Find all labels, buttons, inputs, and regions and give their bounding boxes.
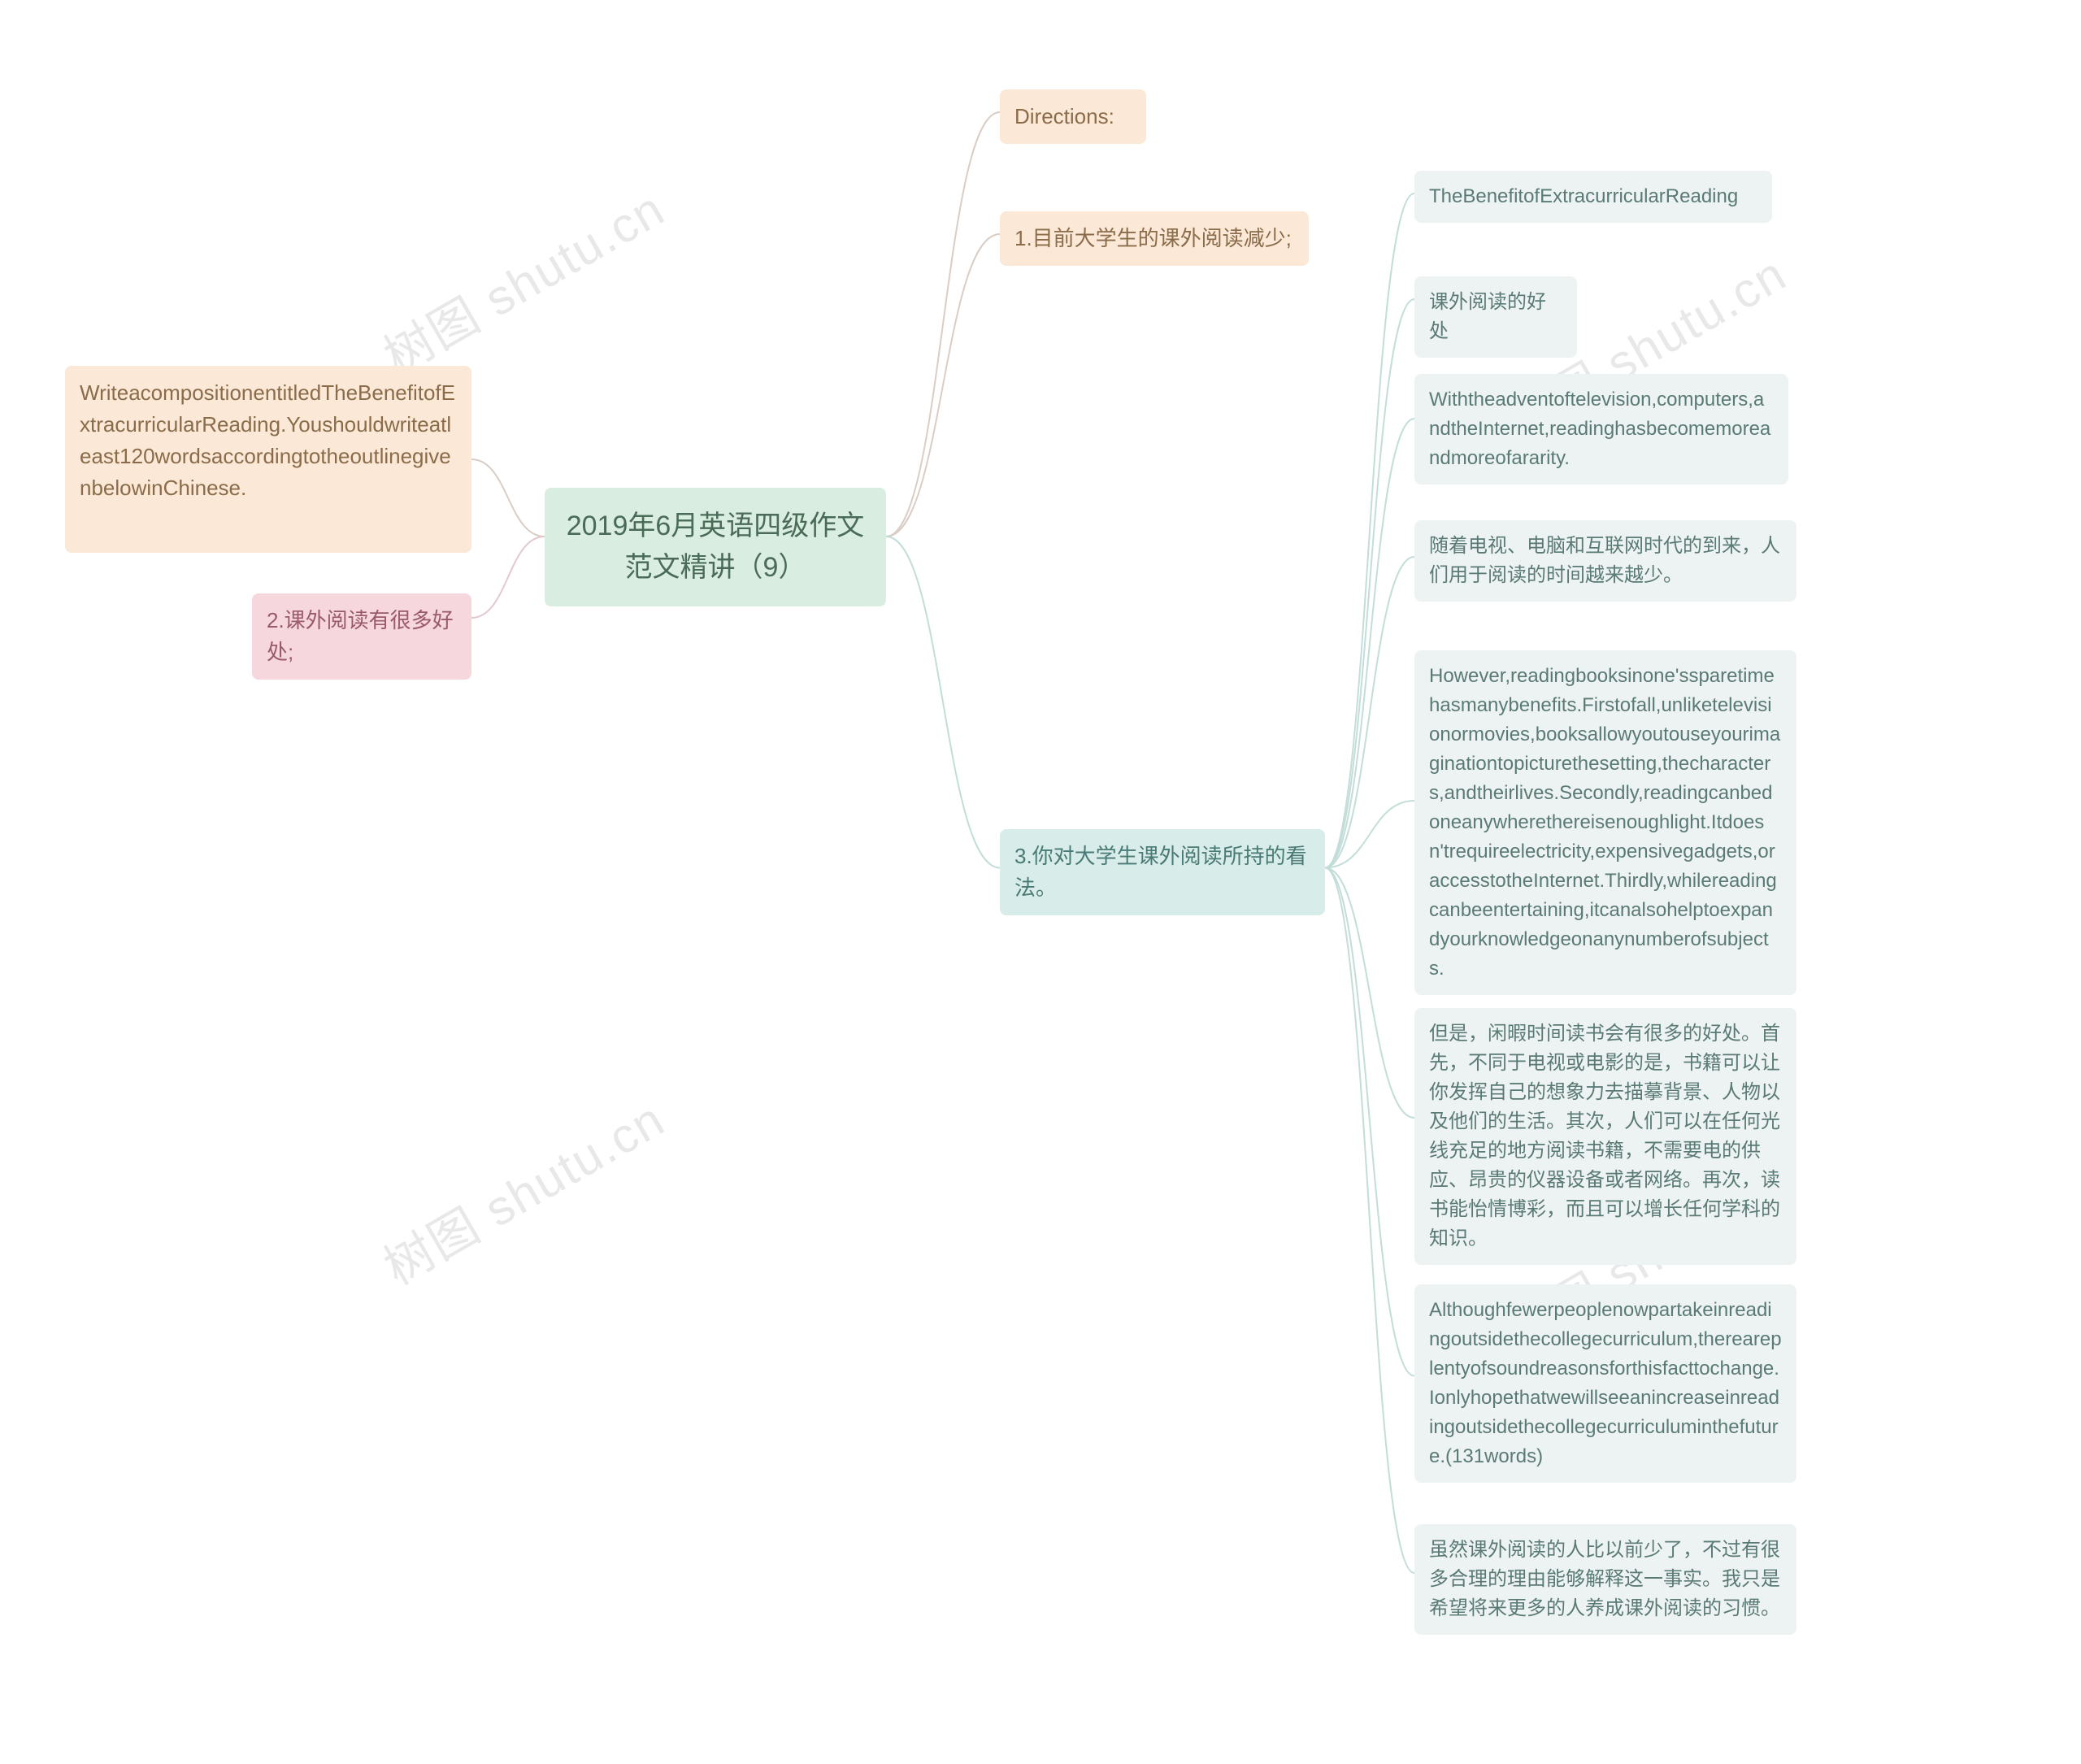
detail-node[interactable]: Withtheadventoftelevision,computers,andt… (1414, 374, 1788, 484)
edge (1325, 801, 1414, 868)
watermark: 树图 shutu.cn (369, 170, 676, 388)
edge (1325, 557, 1414, 868)
edge (1325, 868, 1414, 1376)
point1-node[interactable]: 1.目前大学生的课外阅读减少; (1000, 211, 1309, 266)
edge (1325, 299, 1414, 868)
edge (471, 537, 545, 618)
prompt-node[interactable]: WriteacompositionentitledTheBenefitofExt… (65, 366, 471, 553)
directions-node[interactable]: Directions: (1000, 89, 1146, 144)
root-node[interactable]: 2019年6月英语四级作文范文精讲（9） (545, 488, 886, 606)
point2-node[interactable]: 2.课外阅读有很多好处; (252, 593, 471, 680)
point3-node[interactable]: 3.你对大学生课外阅读所持的看法。 (1000, 829, 1325, 915)
edge (1325, 193, 1414, 868)
edge (471, 459, 545, 537)
detail-node[interactable]: 随着电视、电脑和互联网时代的到来，人们用于阅读的时间越来越少。 (1414, 520, 1796, 602)
watermark: 树图 shutu.cn (369, 1080, 676, 1298)
detail-node[interactable]: TheBenefitofExtracurricularReading (1414, 171, 1772, 223)
edge (1325, 868, 1414, 1574)
detail-node[interactable]: Althoughfewerpeoplenowpartakeinreadingou… (1414, 1284, 1796, 1483)
edge (1325, 419, 1414, 868)
detail-node[interactable]: However,readingbooksinone'ssparetimehasm… (1414, 650, 1796, 995)
detail-node[interactable]: 虽然课外阅读的人比以前少了，不过有很多合理的理由能够解释这一事实。我只是希望将来… (1414, 1524, 1796, 1635)
detail-node[interactable]: 但是，闲暇时间读书会有很多的好处。首先，不同于电视或电影的是，书籍可以让你发挥自… (1414, 1008, 1796, 1265)
edge (1325, 868, 1414, 1119)
edge (886, 112, 1000, 537)
edge (886, 537, 1000, 868)
edge (886, 234, 1000, 537)
detail-node[interactable]: 课外阅读的好处 (1414, 276, 1577, 358)
